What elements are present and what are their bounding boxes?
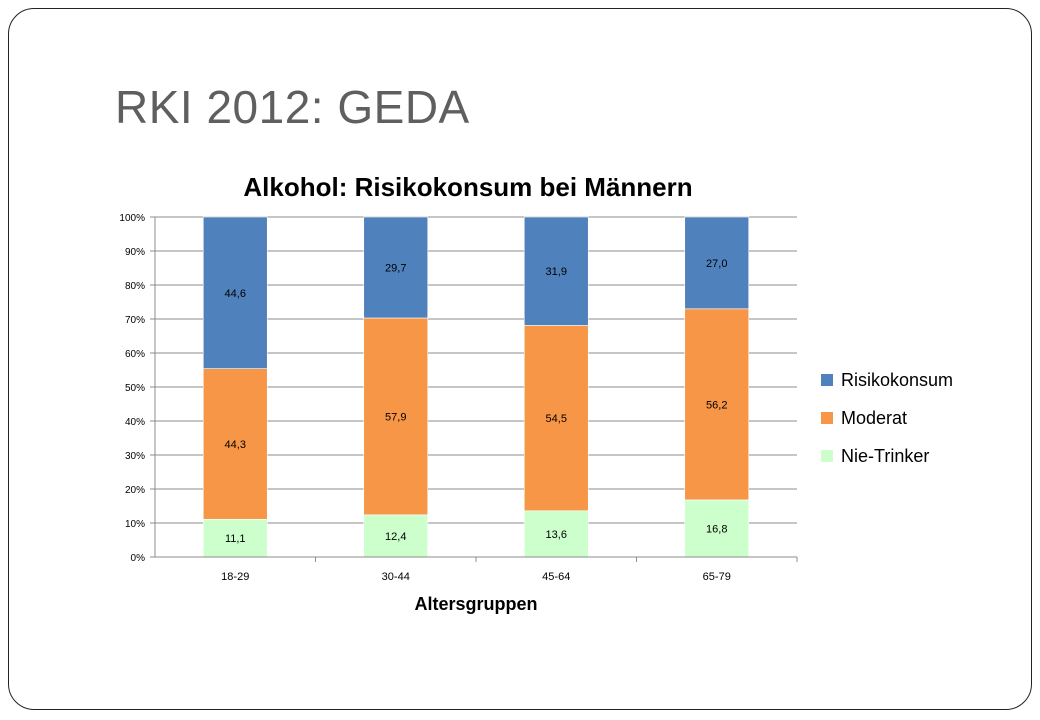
y-tick-label: 70% <box>125 315 145 326</box>
bar-segment <box>363 216 429 319</box>
y-tick-label: 80% <box>125 281 145 292</box>
bar-segment <box>684 308 750 501</box>
data-label: 12,4 <box>385 531 406 543</box>
y-tick-label: 0% <box>131 553 146 564</box>
data-label: 11,1 <box>225 533 246 545</box>
legend-label: Moderat <box>841 408 907 428</box>
y-tick-label: 10% <box>125 519 145 530</box>
y-tick-label: 40% <box>125 417 145 428</box>
axes: 0% 10% 20% 30% 40% 50% 60% 70% 80% 90% 100% 18-29 30… <box>119 213 798 583</box>
bar-segment <box>202 518 268 558</box>
data-label: 31,9 <box>546 266 567 278</box>
legend-swatch <box>821 450 833 462</box>
x-tick-label: 30-44 <box>382 571 410 583</box>
bar-segment <box>202 216 268 369</box>
bar-segment <box>363 514 429 558</box>
data-label: 56,2 <box>706 399 727 411</box>
bar-segment <box>202 368 268 520</box>
legend: Risikokonsum Moderat Nie-Trinker <box>821 370 953 466</box>
y-tick-label: 100% <box>119 213 145 224</box>
bar-segment <box>523 325 589 512</box>
x-tick-label: 18-29 <box>221 571 249 583</box>
bar-segment <box>363 317 429 516</box>
legend-label: Nie-Trinker <box>841 446 929 466</box>
legend-swatch <box>821 374 833 386</box>
bars: 11,1 44,3 44,6 12,4 57,9 29,7 13,6 54,5 31,9 16,8… <box>202 216 750 558</box>
data-label: 27,0 <box>706 258 727 270</box>
y-tick-label: 20% <box>125 485 145 496</box>
bar-segment <box>523 216 589 326</box>
data-label: 13,6 <box>546 529 567 541</box>
y-tick-label: 50% <box>125 383 145 394</box>
bar-segment <box>684 216 750 310</box>
legend-label: Risikokonsum <box>841 370 953 390</box>
x-axis-title: Altersgruppen <box>414 594 537 614</box>
bar-segment <box>684 499 750 558</box>
x-tick-label: 65-79 <box>703 571 731 583</box>
y-tick-label: 90% <box>125 247 145 258</box>
legend-swatch <box>821 412 833 424</box>
slide-frame <box>8 8 1032 710</box>
y-tick-label: 60% <box>125 349 145 360</box>
bar-segment <box>523 510 589 558</box>
y-tick-label: 30% <box>125 451 145 462</box>
data-label: 57,9 <box>385 411 406 423</box>
data-label: 44,6 <box>225 288 246 300</box>
data-label: 44,3 <box>225 439 246 451</box>
data-label: 16,8 <box>706 523 727 535</box>
data-label: 29,7 <box>385 262 406 274</box>
chart-title: Alkohol: Risikokonsum bei Männern <box>243 172 692 202</box>
slide-title: RKI 2012: GEDA <box>115 81 470 133</box>
x-tick-label: 45-64 <box>542 571 570 583</box>
data-label: 54,5 <box>546 413 567 425</box>
